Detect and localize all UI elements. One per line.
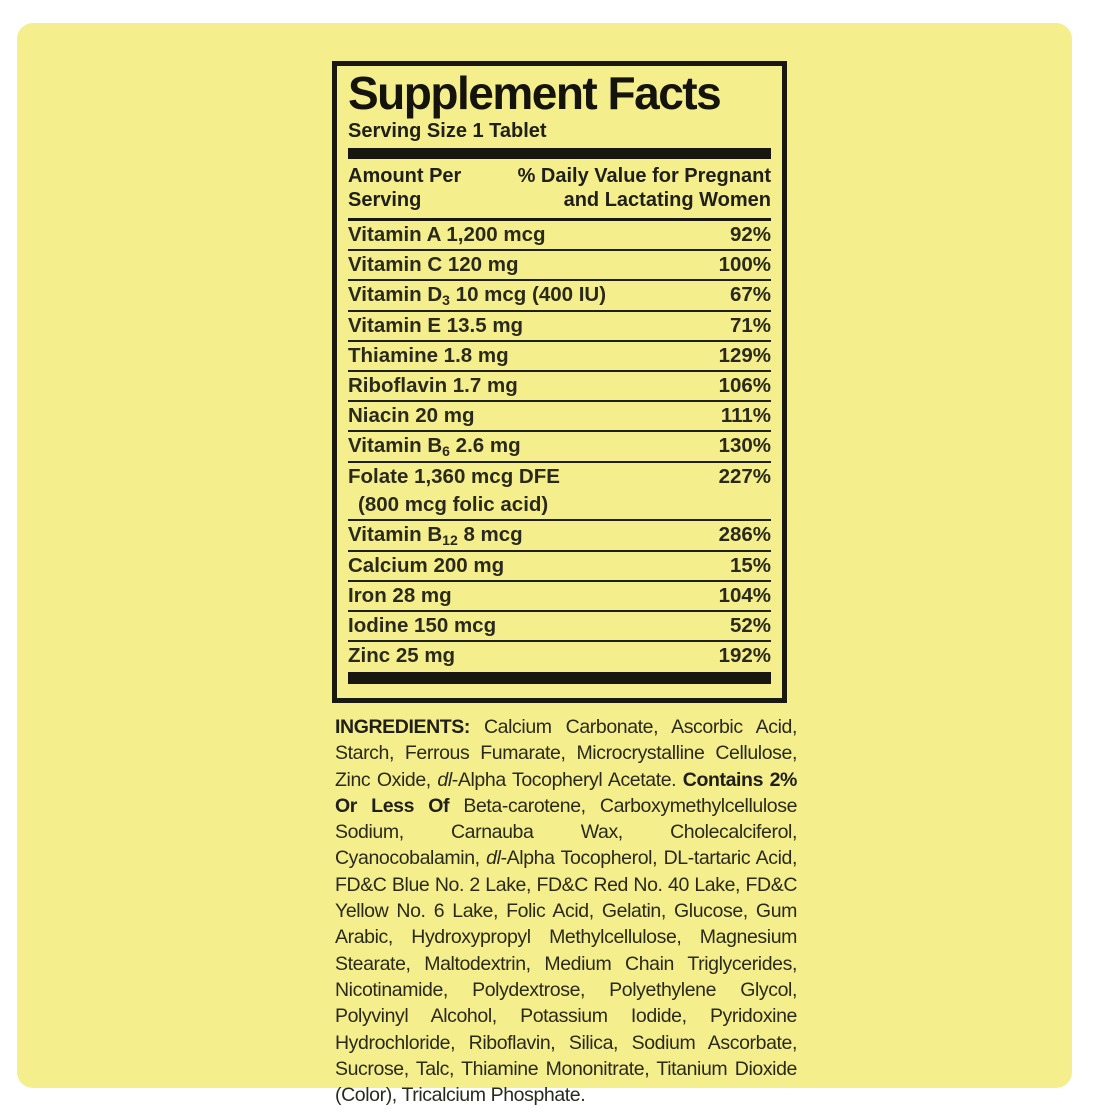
table-row: Vitamin D3 10 mcg (400 IU) 67% [348,281,771,312]
daily-value: 192% [718,643,771,667]
ingredient-segment: Calcium Carbonate, Ascorbic Acid, Starch… [335,716,797,791]
table-row: Vitamin B12 8 mcg 286% [348,521,771,552]
daily-value: 100% [718,252,771,276]
table-row: Thiamine 1.8 mg 129% [348,342,771,372]
ingredient-segment: dl [437,768,452,791]
bottom-divider-bar [348,671,771,684]
label-background: Supplement Facts Serving Size 1 Tablet A… [17,23,1072,1106]
daily-value: 286% [718,522,771,546]
nutrient-name: Zinc 25 mg [348,643,456,667]
nutrient-name: Vitamin C 120 mg [348,252,519,276]
daily-value-header: % Daily Value for Pregnant and Lactating… [518,164,771,212]
dv-header-line2: and Lactating Women [563,188,771,211]
table-row: Iodine 150 mcg 52% [348,612,771,642]
daily-value: 129% [718,343,771,367]
nutrient-name: Folate 1,360 mcg DFE (800 mcg folic acid) [348,463,560,519]
column-headers: Amount Per Serving % Daily Value for Pre… [348,159,771,221]
amount-per-serving-header: Amount Per Serving [348,164,461,212]
ingredient-segment: -Alpha Tocopheryl Acetate. [451,768,683,791]
ingredient-segment: INGREDIENTS: [335,716,470,738]
top-divider-bar [348,147,771,159]
daily-value: 130% [718,433,771,457]
table-row: Calcium 200 mg 15% [348,552,771,582]
daily-value: 52% [729,613,771,637]
nutrient-name: Vitamin B12 8 mcg [348,522,523,548]
table-row: Vitamin C 120 mg 100% [348,251,771,281]
daily-value: 111% [720,403,771,427]
supplement-facts-panel: Supplement Facts Serving Size 1 Tablet A… [332,61,787,703]
table-row: Vitamin E 13.5 mg 71% [348,312,771,342]
table-row: Vitamin B6 2.6 mg 130% [348,432,771,463]
daily-value: 106% [718,373,771,397]
nutrient-name: Vitamin D3 10 mcg (400 IU) [348,282,607,308]
nutrient-name: Calcium 200 mg [348,553,505,577]
nutrient-name-line2: (800 mcg folic acid) [358,492,549,516]
ingredient-segment: -Alpha Tocopherol, DL-tartaric Acid, FD&… [335,847,797,1107]
daily-value: 104% [718,583,771,607]
amount-header-line1: Amount Per [348,164,462,187]
table-row: Zinc 25 mg 192% [348,642,771,670]
table-row: Riboflavin 1.7 mg 106% [348,372,771,402]
nutrient-name: Thiamine 1.8 mg [348,343,509,367]
nutrient-name: Vitamin A 1,200 mcg [348,222,546,246]
panel-title: Supplement Facts [348,67,722,119]
daily-value: 15% [729,553,771,577]
nutrient-name: Vitamin B6 2.6 mg [348,433,521,459]
nutrient-name: Riboflavin 1.7 mg [348,373,518,397]
serving-size-text: Serving Size 1 Tablet [348,119,547,142]
ingredient-segment: Contains 2% Or Less Of [335,768,797,817]
dv-header-line1: % Daily Value for Pregnant [517,164,771,187]
table-row: Folate 1,360 mcg DFE (800 mcg folic acid)… [348,463,771,521]
amount-header-line2: Serving [348,188,422,211]
table-row: Niacin 20 mg 111% [348,402,771,432]
nutrient-name: Iodine 150 mcg [348,613,497,637]
nutrient-name: Vitamin E 13.5 mg [348,313,524,337]
daily-value: 71% [729,313,771,337]
table-row: Vitamin A 1,200 mcg 92% [348,221,771,251]
daily-value: 227% [718,464,771,488]
nutrient-name: Niacin 20 mg [348,403,475,427]
ingredient-segment: Beta-carotene, Carboxymethylcellulose So… [335,794,798,870]
daily-value: 67% [729,282,771,306]
nutrient-name: Iron 28 mg [348,583,452,607]
ingredient-segment: dl [486,847,501,870]
daily-value: 92% [729,222,771,246]
nutrient-rows: Vitamin A 1,200 mcg 92% Vitamin C 120 mg 10… [348,221,771,670]
table-row: Iron 28 mg 104% [348,582,771,612]
ingredients-paragraph: INGREDIENTS: Calcium Carbonate, Ascorbic… [335,714,797,1108]
